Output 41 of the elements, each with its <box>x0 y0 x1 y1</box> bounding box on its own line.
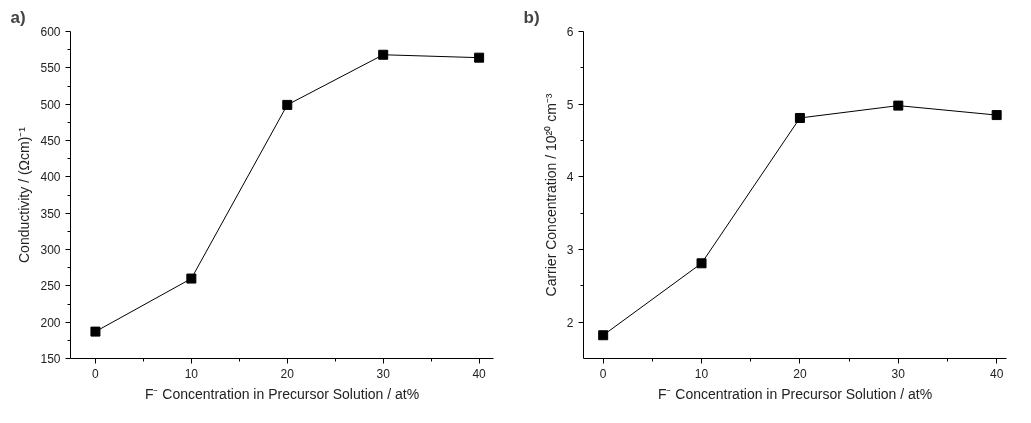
x-tick-label: 20 <box>793 366 807 381</box>
point <box>893 100 904 111</box>
y-axis-title: Carrier Concentration / 10²⁰ cm⁻³ <box>542 93 559 297</box>
y-tick-label: 400 <box>40 170 61 185</box>
x-axis-title: F⁻ Concentration in Precursor Solution / at% <box>144 385 420 402</box>
y-tick-label: 150 <box>40 352 61 366</box>
point <box>186 273 197 284</box>
x-tick-label: 30 <box>891 366 906 381</box>
x-tick-label: 0 <box>599 366 607 381</box>
x-tick-label: 20 <box>280 366 295 381</box>
x-tick-label: 10 <box>694 366 709 381</box>
y-tick-label: 350 <box>40 206 61 221</box>
y-tick-label: 600 <box>40 25 61 39</box>
y-tick-label: 500 <box>40 97 61 112</box>
x-tick-label: 30 <box>376 366 391 381</box>
y-tick-label: 250 <box>40 279 61 294</box>
point <box>598 330 609 341</box>
point <box>991 110 1002 121</box>
point <box>90 326 101 337</box>
y-tick-label: 2 <box>566 315 574 330</box>
y-axis-title: Conductivity / (Ωcm)⁻¹ <box>16 126 33 264</box>
y-tick-label: 5 <box>566 97 574 112</box>
y-tick-label: 550 <box>40 61 61 76</box>
chart-title: a) <box>10 7 26 27</box>
y-tick-label: 4 <box>566 170 574 185</box>
y-tick-label: 300 <box>40 243 61 257</box>
y-tick-label: 450 <box>40 134 61 148</box>
point <box>696 258 707 269</box>
point <box>794 112 805 123</box>
x-tick-label: 10 <box>184 366 199 381</box>
x-tick-label: 40 <box>989 366 1004 381</box>
y-tick-label: 200 <box>40 315 61 330</box>
point <box>282 99 293 110</box>
y-tick-label: 6 <box>566 25 574 39</box>
x-tick-label: 0 <box>92 366 100 381</box>
y-tick-label: 3 <box>566 243 574 257</box>
chart-title: b) <box>523 7 540 27</box>
x-tick-label: 40 <box>472 366 487 381</box>
point <box>474 52 485 63</box>
point <box>378 49 389 60</box>
x-axis-title: F⁻ Concentration in Precursor Solution / at% <box>657 385 933 402</box>
